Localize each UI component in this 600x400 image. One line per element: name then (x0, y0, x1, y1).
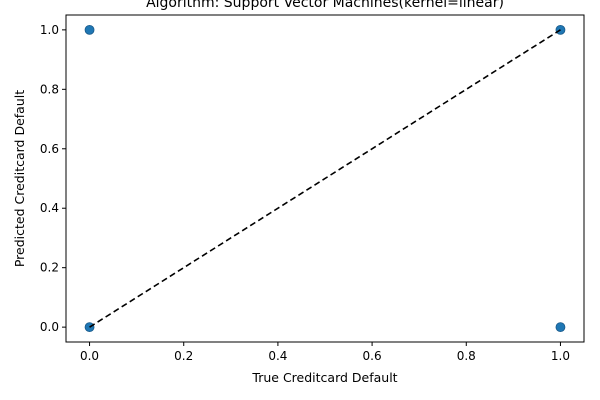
reference-line (89, 29, 561, 328)
y-axis: 0.0 0.2 0.4 0.6 0.8 1.0 (40, 23, 66, 334)
y-tick-label: 1.0 (40, 23, 59, 37)
x-tick-label: 0.6 (363, 349, 382, 363)
x-tick-label: 1.0 (551, 349, 570, 363)
y-axis-label: Predicted Creditcard Default (12, 90, 27, 267)
x-tick-label: 0.4 (268, 349, 287, 363)
y-tick-label: 0.4 (40, 201, 59, 215)
data-point (555, 322, 566, 333)
y-tick-label: 0.2 (40, 261, 59, 275)
x-axis-label: True Creditcard Default (251, 370, 397, 385)
y-tick-label: 0.8 (40, 82, 59, 96)
y-tick-label: 0.6 (40, 142, 59, 156)
chart-title: Algorithm: Support Vector Machines(kerne… (146, 0, 504, 11)
x-axis: 0.0 0.2 0.4 0.6 0.8 1.0 (80, 342, 570, 363)
x-tick-label: 0.0 (80, 349, 99, 363)
data-point (84, 24, 95, 35)
plot-frame (65, 14, 585, 343)
y-tick-label: 0.0 (40, 320, 59, 334)
x-tick-label: 0.2 (174, 349, 193, 363)
plot-area (84, 24, 566, 333)
x-tick-label: 0.8 (457, 349, 476, 363)
